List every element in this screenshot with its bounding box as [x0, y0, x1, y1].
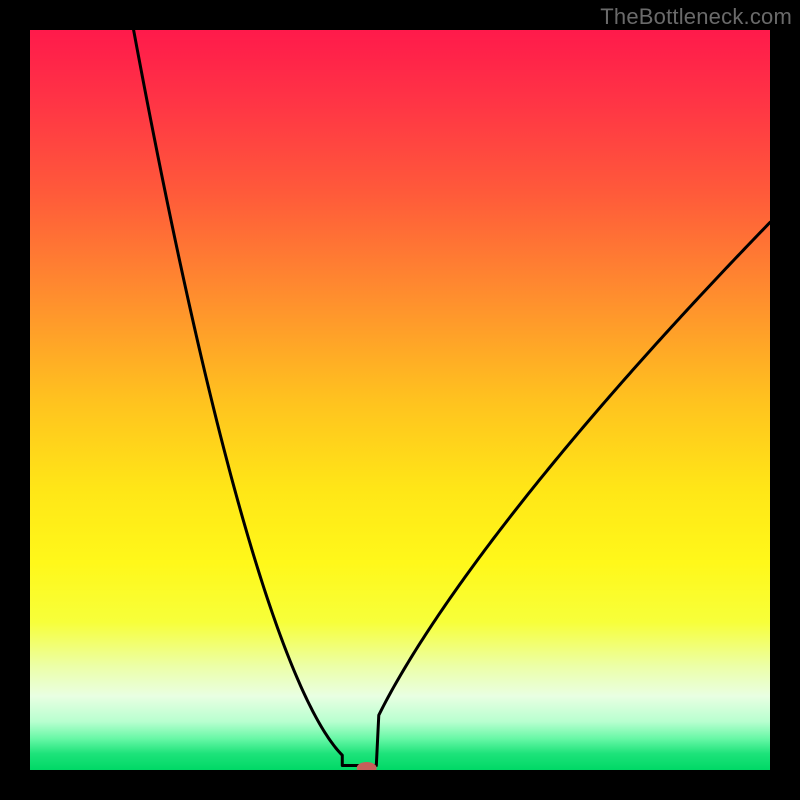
bottleneck-chart — [0, 0, 800, 800]
plot-background — [30, 30, 770, 770]
chart-container: TheBottleneck.com — [0, 0, 800, 800]
watermark-label: TheBottleneck.com — [600, 4, 792, 30]
